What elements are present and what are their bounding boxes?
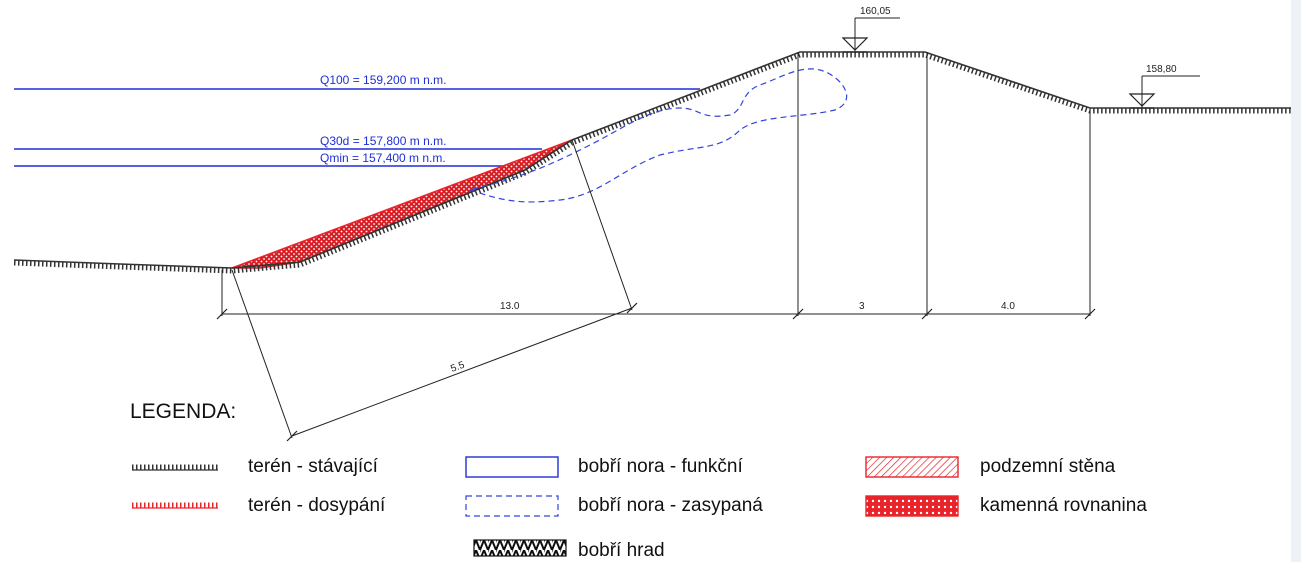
elevation-mark-landside: 158,80 [1128, 64, 1200, 109]
legend-label-beaver-lodge: bobří hrad [578, 540, 665, 561]
qmin-label: Qmin = 157,400 m n.m. [320, 151, 446, 165]
legend-label-burrow-filled: bobří nora - zasypaná [578, 495, 763, 516]
legend-item-beaver-lodge: bobří hrad [473, 539, 665, 561]
legend-item-terrain-existing: terén - stávající [132, 456, 379, 477]
legend-label-terrain-existing: terén - stávající [248, 456, 379, 477]
dim-line-perpendicular [291, 307, 633, 437]
legend-item-underground-wall: podzemní stěna [865, 456, 1116, 478]
dim-slope-horizontal: 13.0 [500, 301, 520, 312]
dim-crest-width: 3 [859, 301, 865, 312]
elevation-mark-crest: 160,05 [841, 6, 900, 53]
terrain-existing-line [13, 51, 1291, 269]
legend-label-burrow-functional: bobří nora - funkční [578, 456, 743, 477]
ext-line-perp-top [571, 139, 633, 311]
ext-line-perp-bottom [231, 269, 293, 439]
legend-label-terrain-fill: terén - dosypání [248, 495, 386, 516]
legend-item-burrow-filled: bobří nora - zasypaná [465, 495, 763, 517]
elevation-crest-label: 160,05 [860, 6, 891, 17]
legend-title: LEGENDA: [130, 400, 236, 423]
elevation-landside-label: 158,80 [1146, 64, 1177, 75]
legend-item-burrow-functional: bobří nora - funkční [465, 456, 743, 478]
q30d-label: Q30d = 157,800 m n.m. [320, 134, 446, 148]
dim-landside-width: 4.0 [1001, 301, 1015, 312]
terrain-hatch [13, 52, 1291, 274]
legend-label-underground-wall: podzemní stěna [980, 456, 1116, 477]
legend-item-terrain-fill: terén - dosypání [132, 495, 386, 516]
dim-slope-perpendicular: 5.5 [449, 360, 466, 375]
q100-label: Q100 = 159,200 m n.m. [320, 73, 446, 87]
legend-label-stone-revetment: kamenná rovnanina [980, 495, 1147, 516]
legend-item-stone-revetment: kamenná rovnanina [865, 495, 1147, 517]
right-scroll-edge [1291, 0, 1301, 562]
